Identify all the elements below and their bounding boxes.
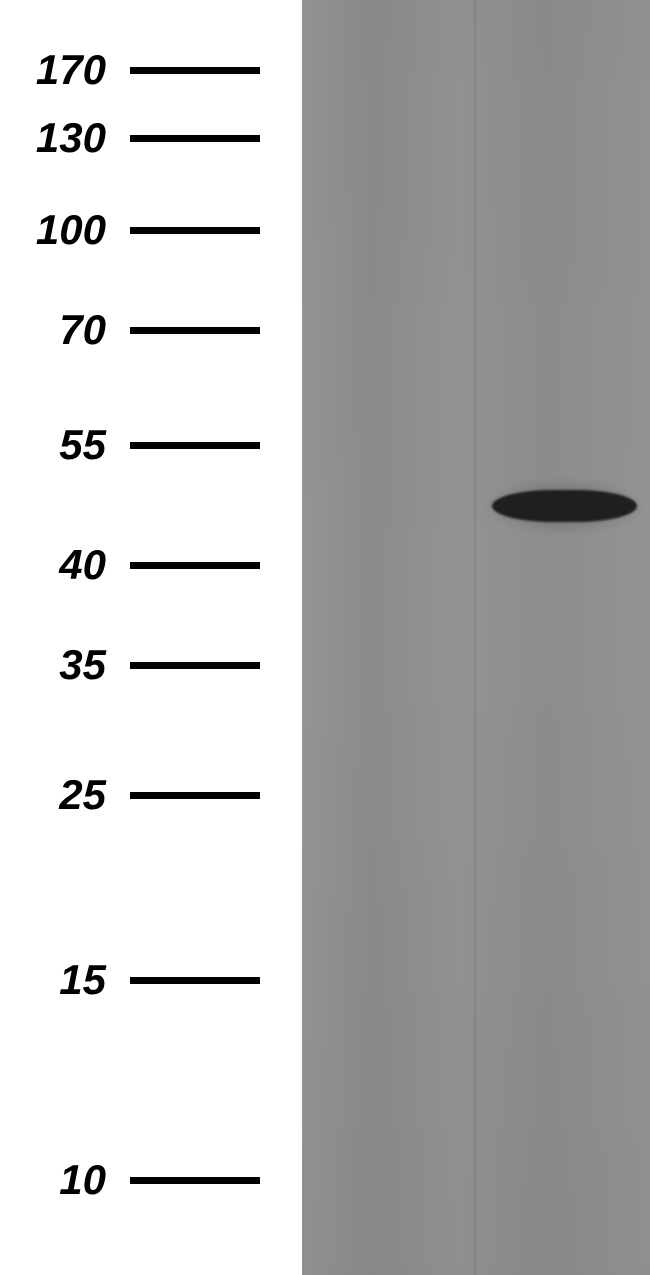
ladder-marker: 25 — [0, 770, 300, 820]
ladder-marker-label: 25 — [0, 771, 130, 819]
ladder-marker-label: 70 — [0, 306, 130, 354]
molecular-weight-ladder: 170 130 100 70 55 40 35 25 15 10 — [0, 0, 300, 1275]
ladder-marker: 170 — [0, 45, 300, 95]
ladder-marker: 10 — [0, 1155, 300, 1205]
ladder-marker: 55 — [0, 420, 300, 470]
ladder-marker-tick — [130, 562, 260, 569]
ladder-marker-label: 170 — [0, 46, 130, 94]
ladder-marker-tick — [130, 1177, 260, 1184]
ladder-marker-tick — [130, 977, 260, 984]
ladder-marker-tick — [130, 327, 260, 334]
ladder-marker-tick — [130, 135, 260, 142]
ladder-marker-label: 40 — [0, 541, 130, 589]
ladder-marker-label: 130 — [0, 114, 130, 162]
protein-band — [492, 490, 637, 522]
blot-figure: 170 130 100 70 55 40 35 25 15 10 — [0, 0, 650, 1275]
ladder-marker-label: 100 — [0, 206, 130, 254]
blot-membrane — [302, 0, 650, 1275]
ladder-marker: 70 — [0, 305, 300, 355]
ladder-marker-tick — [130, 792, 260, 799]
ladder-marker: 15 — [0, 955, 300, 1005]
ladder-marker-tick — [130, 227, 260, 234]
ladder-marker: 35 — [0, 640, 300, 690]
ladder-marker-tick — [130, 442, 260, 449]
lane-divider — [474, 0, 476, 1275]
ladder-marker-tick — [130, 662, 260, 669]
ladder-marker-label: 35 — [0, 641, 130, 689]
membrane-texture — [302, 0, 650, 1275]
ladder-marker: 130 — [0, 113, 300, 163]
ladder-marker-tick — [130, 67, 260, 74]
ladder-marker: 40 — [0, 540, 300, 590]
ladder-marker: 100 — [0, 205, 300, 255]
ladder-marker-label: 15 — [0, 956, 130, 1004]
ladder-marker-label: 55 — [0, 421, 130, 469]
ladder-marker-label: 10 — [0, 1156, 130, 1204]
